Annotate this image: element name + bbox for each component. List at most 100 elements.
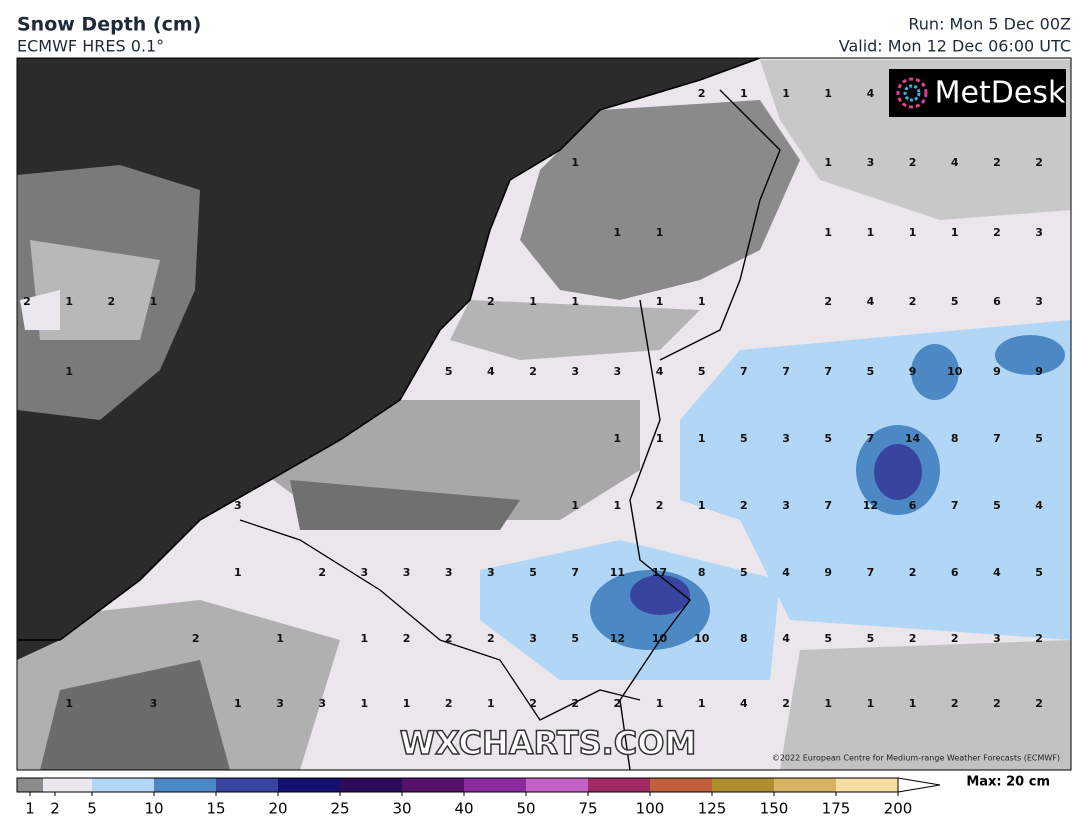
depth-label: 9: [909, 365, 917, 378]
depth-label: 11: [610, 566, 625, 579]
colorbar-tick-label: 100: [636, 800, 665, 818]
depth-label: 1: [529, 295, 537, 308]
depth-label: 4: [740, 697, 748, 710]
map: 2 1 1 1 41 1 3 2 4 2 21 1 1 1 1 1 2 32 1 2 1 2 1 1 1 1 2 4 2 5 6 31 5 4 2 3…: [17, 58, 1071, 770]
depth-label: 2: [445, 697, 453, 710]
depth-label: 2: [23, 295, 31, 308]
colorbar-segment: [216, 778, 278, 792]
run: Run: Mon 5 Dec 00Z: [908, 15, 1071, 34]
depth-label: 1: [614, 432, 622, 445]
model: ECMWF HRES 0.1°: [17, 37, 164, 56]
colorbar-tick-label: 2: [50, 800, 60, 818]
colorbar-tick-label: 15: [206, 800, 225, 818]
colorbar-segment: [774, 778, 836, 792]
depth-label: 2: [1035, 156, 1043, 169]
depth-label: 3: [276, 697, 284, 710]
depth-label: 8: [698, 566, 706, 579]
colorbar-segment: [278, 778, 340, 792]
colorbar-segment: [154, 778, 216, 792]
depth-label: 8: [951, 432, 959, 445]
colorbar-tick-label: 30: [392, 800, 411, 818]
depth-label: 2: [698, 87, 706, 100]
colorbar: 1 2 5 10 15 20 25 30 40 50 75 100 125 150 175 200: [16, 777, 941, 818]
colorbar-segment: [402, 778, 464, 792]
depth-label: 1: [65, 365, 73, 378]
depth-label: 1: [276, 632, 284, 645]
depth-label: 1: [361, 697, 369, 710]
colorbar-tick-label: 200: [884, 800, 913, 818]
depth-label: 10: [694, 632, 710, 645]
colorbar-tick-label: 10: [144, 800, 163, 818]
depth-label: 1: [234, 697, 242, 710]
depth-label: 3: [361, 566, 369, 579]
depth-label: 1: [487, 697, 495, 710]
colorbar-segment: [836, 778, 898, 792]
depth-label: 1: [656, 697, 664, 710]
depth-label: 3: [445, 566, 453, 579]
depth-label: 4: [1035, 499, 1043, 512]
depth-label: 4: [782, 632, 790, 645]
depth-label: 2: [1035, 697, 1043, 710]
depth-label: 2: [993, 697, 1001, 710]
depth-label: 1: [740, 87, 748, 100]
depth-label: 7: [867, 432, 875, 445]
colorbar-tick-label: 25: [330, 800, 349, 818]
colorbar-segment: [526, 778, 588, 792]
depth-label: 10: [652, 632, 668, 645]
depth-label: 4: [867, 295, 875, 308]
depth-label: 3: [318, 697, 326, 710]
depth-label: 1: [656, 295, 664, 308]
colorbar-tick-label: 5: [87, 800, 97, 818]
depth-label: 7: [951, 499, 959, 512]
colorbar-tick-label: 1: [25, 800, 35, 818]
depth-label: 2: [108, 295, 116, 308]
colorbar-tick-label: 125: [698, 800, 727, 818]
logo-mark: [896, 77, 928, 109]
depth-label: 2: [487, 632, 495, 645]
colorbar-segment: [43, 778, 92, 792]
depth-label: 3: [571, 365, 579, 378]
depth-label: 3: [1035, 226, 1043, 239]
depth-label: 17: [652, 566, 667, 579]
depth-label: 5: [867, 632, 875, 645]
colorbar-segment: [92, 778, 154, 792]
copyright: ©2022 European Centre for Medium-range W…: [772, 754, 1060, 763]
depth-label: 2: [909, 632, 917, 645]
depth-label: 2: [824, 295, 832, 308]
depth-label: 3: [487, 566, 495, 579]
depth-label: 2: [529, 697, 537, 710]
depth-label: 2: [487, 295, 495, 308]
depth-label: 12: [610, 632, 625, 645]
depth-label: 2: [909, 156, 917, 169]
depth-label: 3: [234, 499, 242, 512]
depth-label: 5: [445, 365, 453, 378]
snow-depth-labels: 2 1 1 1 41 1 3 2 4 2 21 1 1 1 1 1 2 32 1 2 1 2 1 1 1 1 2 4 2 5 6 31 5 4 2 3…: [23, 87, 1043, 710]
depth-label: 2: [318, 566, 326, 579]
colorbar-segment: [712, 778, 774, 792]
depth-label: 7: [571, 566, 579, 579]
depth-label: 1: [867, 697, 875, 710]
depth-label: 1: [150, 295, 158, 308]
depth-label: 6: [909, 499, 917, 512]
colorbar-segment: [650, 778, 712, 792]
depth-label: 2: [909, 566, 917, 579]
depth-label: 1: [698, 295, 706, 308]
depth-label: 2: [951, 632, 959, 645]
depth-label: 3: [1035, 295, 1043, 308]
depth-label: 3: [782, 432, 790, 445]
depth-label: 4: [782, 566, 790, 579]
depth-label: 1: [782, 87, 790, 100]
depth-label: 1: [951, 226, 959, 239]
depth-label: 1: [909, 226, 917, 239]
depth-label: 10: [947, 365, 963, 378]
depth-label: 5: [740, 432, 748, 445]
depth-label: 7: [740, 365, 748, 378]
depth-label: 2: [656, 499, 664, 512]
valid: Valid: Mon 12 Dec 06:00 UTC: [839, 37, 1071, 56]
depth-label: 2: [614, 697, 622, 710]
colorbar-tick-label: 40: [454, 800, 473, 818]
depth-label: 1: [824, 87, 832, 100]
colorbar-tick-label: 20: [268, 800, 287, 818]
depth-label: 1: [656, 226, 664, 239]
